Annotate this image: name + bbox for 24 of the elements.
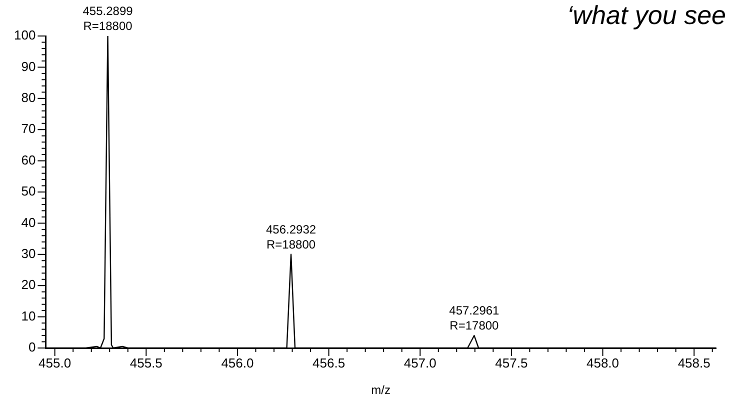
y-tick-label: 50 xyxy=(21,184,36,199)
x-axis-title: m/z xyxy=(371,383,391,398)
annotation: 455.2899 R=18800 xyxy=(82,4,134,33)
annotation: 456.2932 R=18800 xyxy=(266,222,316,252)
x-tick-label: 458.0 xyxy=(586,355,620,370)
y-tick-label: 70 xyxy=(21,121,36,136)
annotation: 457.2961 R=17800 xyxy=(449,304,500,333)
y-tick-label: 100 xyxy=(14,28,36,43)
y-tick-label: 90 xyxy=(21,58,36,74)
x-tick-label: 456.0 xyxy=(221,355,254,370)
chart-title: ‘what you see xyxy=(567,0,726,31)
y-tick-label: 60 xyxy=(21,152,36,168)
y-tick-label: 0 xyxy=(28,340,36,355)
x-tick-label: 455.5 xyxy=(130,355,162,370)
y-tick-label: 10 xyxy=(21,308,36,324)
y-tick-label: 20 xyxy=(21,277,36,292)
x-tick-label: 455.0 xyxy=(38,355,72,370)
y-tick-label: 30 xyxy=(21,246,36,261)
x-tick-label: 456.5 xyxy=(312,355,346,370)
y-tick-label: 80 xyxy=(21,90,36,105)
x-tick-label: 457.0 xyxy=(404,355,436,370)
y-tick-label: 40 xyxy=(21,214,36,230)
x-tick-label: 457.5 xyxy=(495,355,528,370)
x-tick-label: 458.5 xyxy=(678,355,710,370)
